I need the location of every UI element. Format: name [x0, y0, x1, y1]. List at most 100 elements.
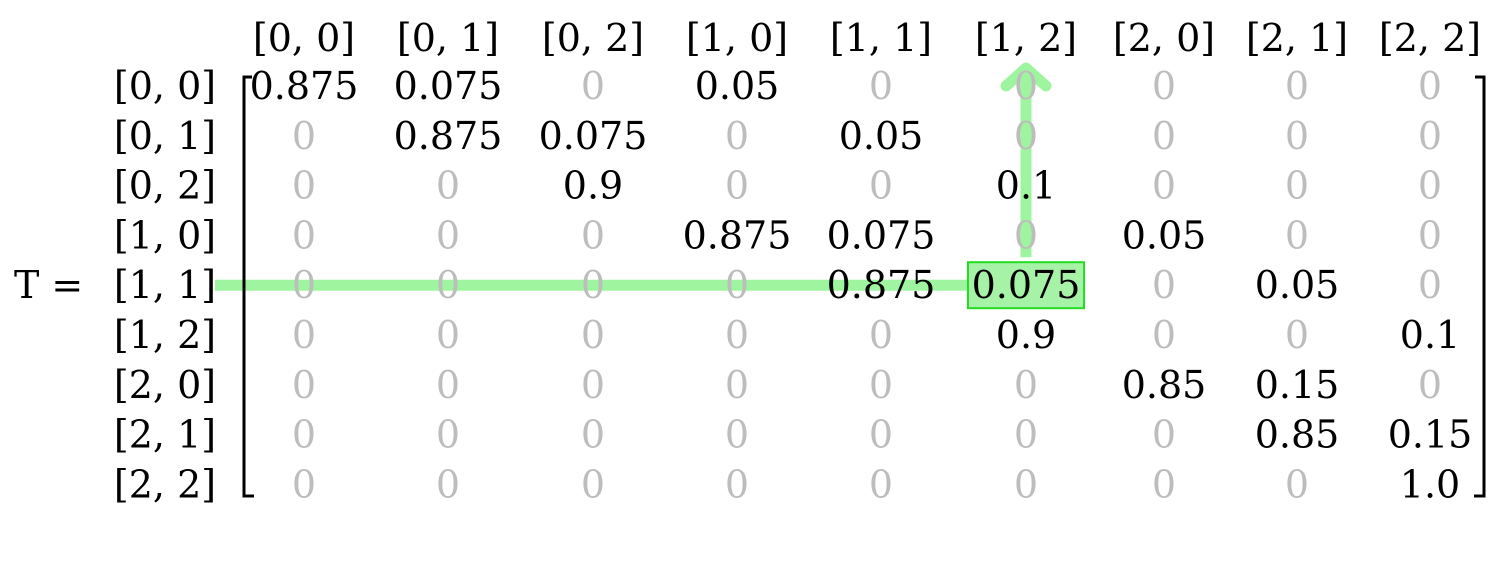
column-header: [2, 1] [1246, 16, 1348, 60]
matrix-cell: 0.1 [1400, 313, 1460, 357]
matrix-cell: 0 [1152, 64, 1176, 108]
row-label: [0, 1] [114, 114, 216, 158]
row-label: [1, 0] [114, 213, 216, 257]
column-header: [0, 2] [542, 16, 644, 60]
matrix-cell: 0 [1014, 64, 1038, 108]
row-label: [1, 2] [114, 313, 216, 357]
matrix-cell: 0 [436, 413, 460, 457]
matrix-cell: 0 [581, 313, 605, 357]
highlighted-cell-box [967, 261, 1085, 310]
matrix-cell: 0 [1418, 64, 1442, 108]
matrix-cell: 0 [869, 313, 893, 357]
matrix-cell: 0 [1285, 213, 1309, 257]
matrix-cell: 0.075 [394, 64, 503, 108]
matrix-cell: 0 [436, 313, 460, 357]
matrix-cell: 0.85 [1255, 413, 1340, 457]
column-header: [2, 2] [1379, 16, 1481, 60]
matrix-cell: 0.15 [1255, 363, 1340, 407]
matrix-cell: 0.15 [1388, 413, 1473, 457]
row-label: [2, 1] [114, 413, 216, 457]
matrix-cell: 0.875 [394, 114, 503, 158]
matrix-cell: 0 [1418, 263, 1442, 307]
matrix-cell: 0.05 [1255, 263, 1340, 307]
matrix-cell: 0 [436, 462, 460, 506]
matrix-cell: 0 [581, 363, 605, 407]
matrix-cell: 0.075 [539, 114, 648, 158]
matrix-cell: 0 [1152, 313, 1176, 357]
matrix-cell: 0 [725, 164, 749, 208]
column-header: [2, 0] [1113, 16, 1215, 60]
matrix-cell: 0 [869, 462, 893, 506]
matrix-cell: 0 [1285, 313, 1309, 357]
matrix-cell: 0 [1418, 213, 1442, 257]
column-header: [1, 0] [686, 16, 788, 60]
matrix-cell: 0 [292, 313, 316, 357]
column-header: [0, 0] [253, 16, 355, 60]
matrix-cell: 0.875 [683, 213, 792, 257]
matrix-cell: 0.05 [695, 64, 780, 108]
matrix-cell: 0 [436, 263, 460, 307]
matrix-cell: 0 [436, 213, 460, 257]
matrix-cell: 0 [1285, 114, 1309, 158]
matrix-cell: 0.875 [827, 263, 936, 307]
matrix-cell: 0.85 [1122, 363, 1207, 407]
column-header: [1, 1] [830, 16, 932, 60]
matrix-cell: 0 [1152, 263, 1176, 307]
matrix-cell: 0 [869, 413, 893, 457]
row-label: [0, 2] [114, 164, 216, 208]
matrix-cell: 0 [1014, 462, 1038, 506]
matrix-cell: 0 [725, 263, 749, 307]
row-label: [2, 0] [114, 363, 216, 407]
arrowhead-icon [1000, 62, 1052, 92]
matrix-cell: 0 [436, 164, 460, 208]
matrix-cell: 0 [581, 413, 605, 457]
matrix-cell: 0.875 [250, 64, 359, 108]
highlight-arrows [215, 62, 1052, 291]
matrix-cell: 0.1 [996, 164, 1056, 208]
matrix-cell: 0 [292, 114, 316, 158]
column-header: [0, 1] [397, 16, 499, 60]
matrix-cell: 0 [1285, 164, 1309, 208]
matrix-cell: 0 [1014, 413, 1038, 457]
row-label: [0, 0] [114, 64, 216, 108]
matrix-cell: 0 [1285, 64, 1309, 108]
right-bracket [1474, 75, 1486, 498]
matrix-cell: 0 [292, 462, 316, 506]
matrix-cell: 1.0 [1400, 462, 1460, 506]
matrix-cell: 0 [1285, 462, 1309, 506]
column-header: [1, 2] [975, 16, 1077, 60]
matrix-cell: 0 [869, 164, 893, 208]
matrix-cell: 0 [869, 64, 893, 108]
matrix-cell: 0.9 [996, 313, 1056, 357]
matrix-cell: 0 [725, 114, 749, 158]
matrix-cell: 0 [725, 413, 749, 457]
matrix-cell: 0 [581, 213, 605, 257]
left-bracket [242, 75, 254, 498]
matrix-cell: 0 [1014, 114, 1038, 158]
matrix-cell: 0 [581, 462, 605, 506]
matrix-cell: 0 [1014, 363, 1038, 407]
matrix-cell: 0 [292, 263, 316, 307]
matrix-cell: 0 [1418, 114, 1442, 158]
matrix-cell: 0 [725, 363, 749, 407]
matrix-cell: 0 [292, 164, 316, 208]
matrix-cell: 0 [1152, 114, 1176, 158]
matrix-cell: 0.05 [839, 114, 924, 158]
matrix-cell: 0 [436, 363, 460, 407]
matrix-cell: 0 [581, 64, 605, 108]
matrix-cell: 0.9 [563, 164, 623, 208]
matrix-cell: 0 [292, 363, 316, 407]
matrix-cell: 0.075 [827, 213, 936, 257]
matrix-cell: 0 [1014, 213, 1038, 257]
matrix-cell: 0 [1152, 462, 1176, 506]
matrix-cell: 0.05 [1122, 213, 1207, 257]
row-label: [2, 2] [114, 462, 216, 506]
matrix-cell: 0 [292, 213, 316, 257]
matrix-cell: 0 [869, 363, 893, 407]
matrix-cell: 0 [1152, 164, 1176, 208]
matrix-name-label: T = [14, 263, 83, 307]
matrix-cell: 0 [725, 313, 749, 357]
highlighted-cell: 0.075 [972, 263, 1081, 307]
